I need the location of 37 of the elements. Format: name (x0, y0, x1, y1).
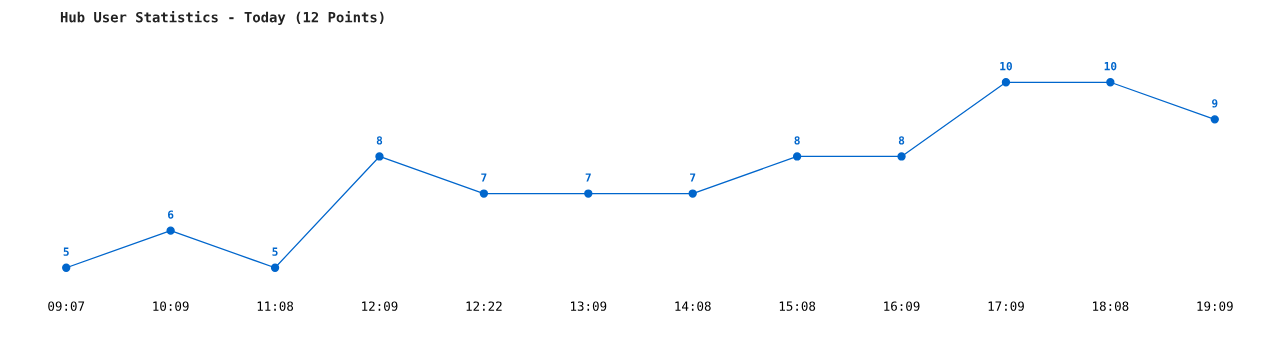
x-tick-label: 09:07 (48, 301, 85, 311)
point (688, 189, 697, 198)
x-tick-label: 11:08 (257, 301, 294, 311)
chart-title: Hub User Statistics - Today (12 Points) (60, 10, 384, 26)
point (166, 226, 175, 235)
x-tick-label: 12:09 (362, 301, 398, 311)
data-label: 6 (168, 210, 174, 219)
point (1210, 115, 1219, 124)
data-label: 10 (1104, 61, 1117, 71)
x-tick-label: 12:22 (466, 301, 502, 311)
point (792, 152, 802, 161)
point (479, 189, 489, 198)
data-label: 7 (585, 173, 591, 182)
data-label: 8 (794, 136, 800, 145)
data-label: 5 (272, 247, 278, 256)
point (270, 263, 280, 272)
x-tick-label: 18:08 (1093, 301, 1129, 311)
data-label: 8 (376, 136, 383, 145)
point (1106, 78, 1115, 87)
x-tick-label: 14:08 (675, 301, 711, 311)
data-label: 7 (690, 173, 696, 182)
x-tick-label: 16:09 (884, 301, 920, 311)
point (1001, 78, 1011, 87)
data-label: 10 (1000, 61, 1012, 71)
point (375, 152, 384, 161)
x-tick-label: 19:09 (1197, 301, 1233, 311)
data-label: 7 (481, 173, 487, 182)
x-tick-label: 17:09 (988, 301, 1024, 311)
data-label: 5 (63, 247, 69, 256)
x-tick-label: 10:09 (153, 301, 189, 311)
x-tick-label: 13:09 (570, 301, 607, 311)
data-label: 9 (1212, 99, 1218, 108)
data-label: 8 (898, 136, 905, 145)
x-tick-label: 15:08 (779, 301, 816, 311)
point (584, 189, 593, 198)
point (62, 263, 71, 272)
point (897, 152, 906, 161)
